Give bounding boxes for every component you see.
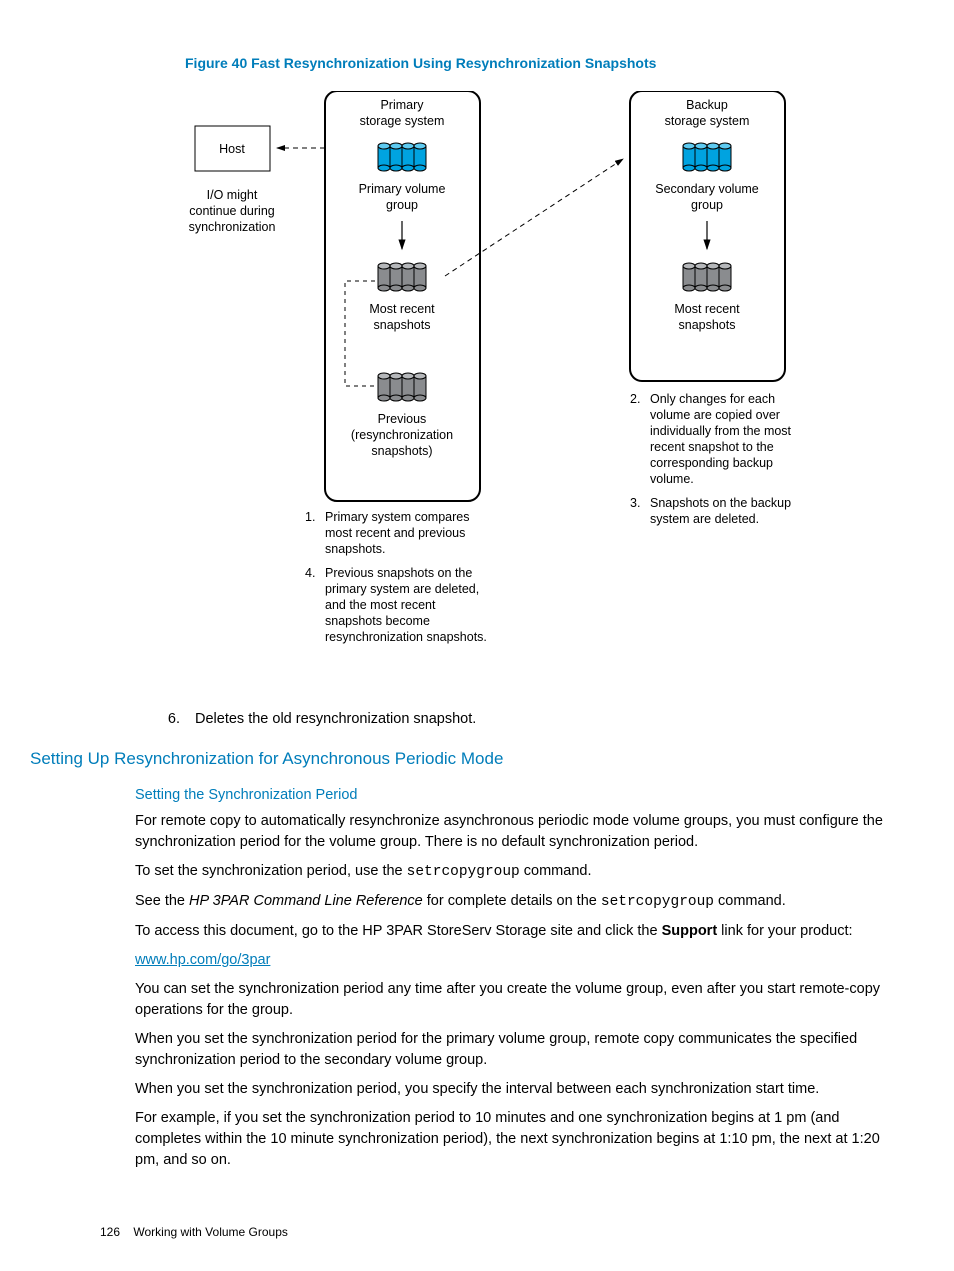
- io-note-l1: I/O might: [207, 188, 258, 202]
- para-1: For remote copy to automatically resynch…: [135, 811, 884, 853]
- p4-a: To access this document, go to the HP 3P…: [135, 923, 662, 939]
- note4-l1: Previous snapshots on the: [325, 566, 472, 580]
- backup-title-l1: Backup: [686, 98, 728, 112]
- note2-l2: volume are copied over: [650, 408, 780, 422]
- heading-sync-period: Setting the Synchronization Period: [135, 787, 884, 803]
- footer-section: Working with Volume Groups: [133, 1225, 288, 1239]
- p3-i: HP 3PAR Command Line Reference: [189, 893, 427, 909]
- figure-title: Figure 40 Fast Resynchronization Using R…: [185, 55, 884, 71]
- backup-recent-cylinders: [683, 263, 731, 291]
- note4-num: 4.: [305, 566, 315, 580]
- note2-l6: volume.: [650, 472, 694, 486]
- hp-3par-link[interactable]: www.hp.com/go/3par: [135, 952, 270, 968]
- note2-l5: corresponding backup: [650, 456, 773, 470]
- host-label: Host: [219, 142, 245, 156]
- note3-l1: Snapshots on the backup: [650, 496, 791, 510]
- link-para: www.hp.com/go/3par: [135, 950, 884, 971]
- li6-num: 6.: [135, 711, 195, 727]
- heading-resync-setup: Setting Up Resynchronization for Asynchr…: [30, 749, 884, 769]
- page: Figure 40 Fast Resynchronization Using R…: [0, 0, 954, 1271]
- page-number: 126: [100, 1225, 120, 1239]
- backup-title-l2: storage system: [665, 114, 750, 128]
- most-recent-l2: snapshots: [374, 318, 431, 332]
- note2-l1: Only changes for each: [650, 392, 775, 406]
- p3-c: command.: [714, 893, 786, 909]
- li6-text: Deletes the old resynchronization snapsh…: [195, 711, 476, 727]
- previous-cylinders: [378, 373, 426, 401]
- note1-l2: most recent and previous: [325, 526, 465, 540]
- previous-l3: snapshots): [371, 444, 432, 458]
- primary-title-l2: storage system: [360, 114, 445, 128]
- note2-l4: recent snapshot to the: [650, 440, 774, 454]
- p2-b: command.: [520, 863, 592, 879]
- p4-bold: Support: [662, 923, 718, 939]
- previous-l1: Previous: [378, 412, 427, 426]
- note4-l3: and the most recent: [325, 598, 436, 612]
- io-note-l3: synchronization: [189, 220, 276, 234]
- primary-title-l1: Primary: [380, 98, 424, 112]
- para-4: To access this document, go to the HP 3P…: [135, 921, 884, 942]
- most-recent-cylinders: [378, 263, 426, 291]
- note3-l2: system are deleted.: [650, 512, 759, 526]
- primary-vg-l2: group: [386, 198, 418, 212]
- p4-b: link for your product:: [717, 923, 852, 939]
- para-5: You can set the synchronization period a…: [135, 979, 884, 1021]
- b-most-recent-l2: snapshots: [679, 318, 736, 332]
- previous-l2: (resynchronization: [351, 428, 453, 442]
- primary-vg-l1: Primary volume: [359, 182, 446, 196]
- note1-l1: Primary system compares: [325, 510, 469, 524]
- b-most-recent-l1: Most recent: [674, 302, 740, 316]
- note2-num: 2.: [630, 392, 640, 406]
- p3-code: setrcopygroup: [601, 894, 714, 910]
- p2-a: To set the synchronization period, use t…: [135, 863, 407, 879]
- note3-num: 3.: [630, 496, 640, 510]
- p3-b: for complete details on the: [427, 893, 601, 909]
- diagram-svg: Host I/O might continue during synchroni…: [185, 91, 885, 686]
- figure-diagram: Host I/O might continue during synchroni…: [185, 91, 885, 686]
- note4-l2: primary system are deleted,: [325, 582, 479, 596]
- para-3: See the HP 3PAR Command Line Reference f…: [135, 891, 884, 913]
- secondary-vg-l1: Secondary volume: [655, 182, 759, 196]
- para-8: For example, if you set the synchronizat…: [135, 1108, 884, 1171]
- p2-code: setrcopygroup: [407, 864, 520, 880]
- secondary-volume-cylinders: [683, 143, 731, 171]
- note2-l3: individually from the most: [650, 424, 792, 438]
- secondary-vg-l2: group: [691, 198, 723, 212]
- para-2: To set the synchronization period, use t…: [135, 861, 884, 883]
- note1-num: 1.: [305, 510, 315, 524]
- para-7: When you set the synchronization period,…: [135, 1079, 884, 1100]
- most-recent-l1: Most recent: [369, 302, 435, 316]
- note4-l5: resynchronization snapshots.: [325, 630, 487, 644]
- page-footer: 126 Working with Volume Groups: [100, 1225, 288, 1239]
- p3-a: See the: [135, 893, 189, 909]
- primary-volume-cylinders: [378, 143, 426, 171]
- io-note-l2: continue during: [189, 204, 275, 218]
- list-item-6: 6. Deletes the old resynchronization sna…: [135, 711, 884, 727]
- para-6: When you set the synchronization period …: [135, 1029, 884, 1071]
- note4-l4: snapshots become: [325, 614, 430, 628]
- note1-l3: snapshots.: [325, 542, 385, 556]
